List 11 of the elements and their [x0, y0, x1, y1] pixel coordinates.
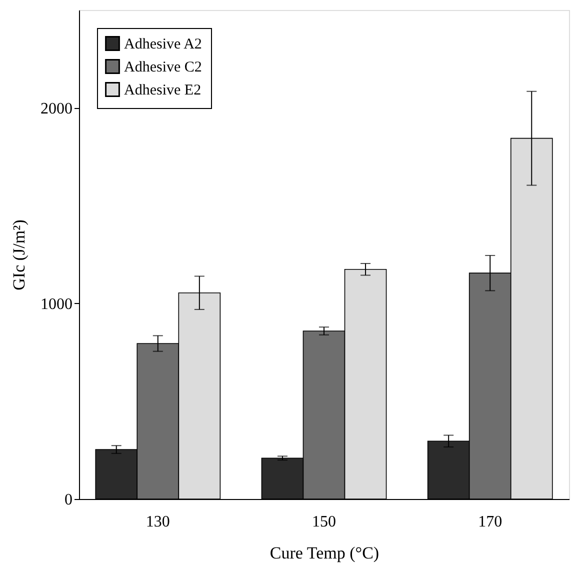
- x-tick-label: 170: [478, 514, 502, 530]
- x-tick-label: 130: [146, 514, 170, 530]
- y-tick-label: 0: [64, 492, 72, 508]
- x-tick-label: 150: [312, 514, 336, 530]
- legend-label: Adhesive C2: [124, 60, 202, 76]
- legend-label: Adhesive E2: [124, 82, 202, 98]
- y-tick-label: 2000: [40, 100, 72, 118]
- y-tick-label: 1000: [40, 296, 72, 313]
- y-axis-title: GIc (J/m²): [10, 220, 28, 290]
- legend-label: Adhesive A2: [124, 36, 202, 52]
- x-axis-title: Cure Temp (°C): [270, 544, 380, 562]
